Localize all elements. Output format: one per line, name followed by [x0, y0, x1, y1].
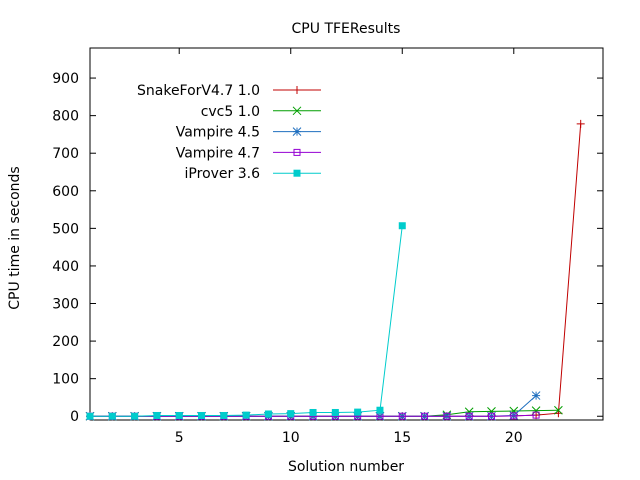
data-point	[175, 411, 183, 419]
legend-marker	[292, 106, 302, 116]
plot-area	[85, 119, 585, 421]
data-point	[287, 410, 295, 418]
y-tick-label: 300	[52, 297, 79, 313]
y-axis-label: CPU time in seconds	[7, 166, 23, 309]
data-point	[576, 119, 585, 128]
data-point	[443, 412, 451, 420]
legend-entry: cvc5 1.0	[201, 104, 321, 120]
data-point	[398, 412, 406, 420]
series-5	[86, 222, 406, 420]
legend-entry: Vampire 4.7	[176, 145, 321, 161]
y-tick-label: 500	[52, 221, 79, 237]
data-point	[108, 412, 116, 420]
y-tick-label: 0	[70, 409, 79, 425]
data-point	[487, 412, 495, 420]
legend-entry: SnakeForV4.7 1.0	[137, 83, 321, 99]
x-tick-label: 5	[175, 430, 184, 446]
chart-title: CPU TFEResults	[292, 21, 401, 37]
plot-frame	[89, 47, 604, 421]
data-point	[264, 410, 272, 418]
data-point	[131, 412, 139, 420]
y-tick-label: 800	[52, 109, 79, 125]
legend-label: Vampire 4.5	[176, 125, 260, 141]
data-point	[510, 412, 518, 420]
series-line	[90, 414, 537, 417]
x-tick-label: 15	[393, 430, 411, 446]
data-point	[86, 412, 94, 420]
legend-marker	[293, 86, 301, 94]
y-tick-label: 600	[52, 184, 79, 200]
data-point	[309, 408, 317, 416]
data-point	[531, 391, 541, 400]
y-tick-label: 200	[52, 334, 79, 350]
y-tick-label: 100	[52, 372, 79, 388]
data-point	[421, 412, 429, 420]
data-point	[376, 406, 384, 414]
x-axis-label: Solution number	[288, 459, 404, 475]
data-point	[554, 405, 563, 415]
legend-label: iProver 3.6	[185, 166, 261, 182]
legend-marker	[293, 169, 301, 177]
legend: SnakeForV4.7 1.0 cvc5 1.0 Vampire 4.5 Vampi…	[137, 83, 321, 182]
legend-entry: iProver 3.6	[185, 166, 321, 182]
x-tick-label: 20	[505, 430, 523, 446]
data-point	[220, 411, 228, 419]
axis-ticks: 0 100 200 300 400 500 600 700 800 900 5 10 15 20	[52, 48, 603, 446]
data-point	[331, 408, 339, 416]
y-tick-label: 900	[52, 71, 79, 87]
data-point	[153, 411, 161, 419]
legend-label: SnakeForV4.7 1.0	[137, 83, 260, 99]
legend-entry: Vampire 4.5	[176, 125, 321, 141]
series-line	[90, 123, 582, 417]
series-line	[90, 225, 403, 417]
legend-label: cvc5 1.0	[201, 104, 260, 120]
x-tick-label: 10	[282, 430, 300, 446]
series-1	[86, 119, 585, 421]
data-point	[532, 411, 540, 419]
legend-label: Vampire 4.7	[176, 145, 260, 161]
data-point	[465, 412, 473, 420]
data-point	[198, 411, 206, 419]
y-tick-label: 700	[52, 146, 79, 162]
data-point	[398, 222, 406, 230]
legend-marker	[292, 127, 302, 136]
legend-marker	[293, 148, 301, 156]
data-point	[242, 411, 250, 419]
data-point	[354, 408, 362, 416]
y-tick-label: 400	[52, 259, 79, 275]
